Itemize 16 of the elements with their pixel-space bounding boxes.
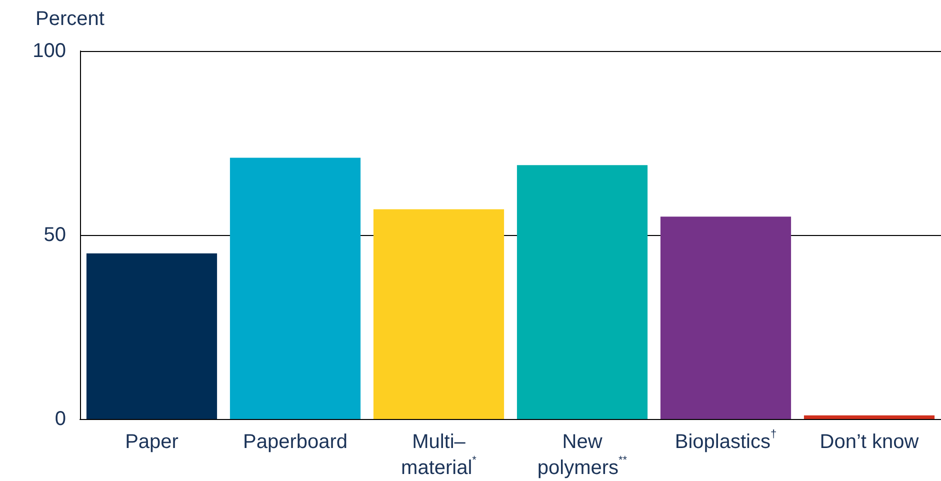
- y-tick-label: 0: [54, 408, 66, 430]
- x-tick-label: Paperboard: [242, 431, 348, 453]
- bar: [86, 253, 218, 419]
- x-tick-label: New polymers**: [537, 431, 628, 479]
- x-tick-label: Bioplastics†: [674, 428, 777, 453]
- bar: [230, 158, 361, 419]
- bar: [373, 209, 504, 419]
- x-tick-label: Don’t know: [820, 431, 920, 453]
- y-tick-label: 100: [32, 40, 66, 62]
- y-axis-title: Percent: [36, 8, 105, 30]
- x-tick-label: Paper: [125, 431, 179, 453]
- bar: [804, 415, 935, 419]
- bar: [516, 165, 648, 419]
- x-tick-label: Multi– material*: [401, 431, 478, 479]
- y-tick-label: 50: [44, 224, 66, 246]
- bar: [660, 216, 792, 419]
